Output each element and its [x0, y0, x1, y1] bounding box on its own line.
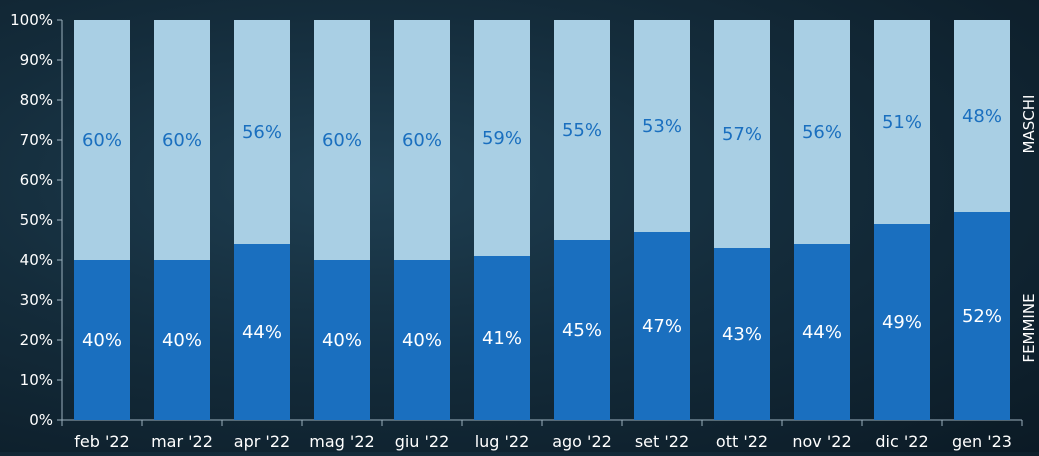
bar-femmine: [154, 260, 210, 420]
x-tick-label: ago '22: [552, 432, 612, 451]
data-label-femmine: 49%: [882, 312, 922, 333]
data-label-maschi: 56%: [242, 122, 282, 143]
data-labels: 40% 60% 40% 60% 44% 56% 40% 60% 40% 60% 41% 59% 45% 5…: [82, 106, 1002, 351]
bar-maschi: [954, 20, 1010, 212]
x-tick-label: giu '22: [395, 432, 450, 451]
data-label-maschi: 60%: [322, 130, 362, 151]
x-tick-label: mar '22: [151, 432, 213, 451]
bar-femmine: [714, 248, 770, 420]
bar-femmine: [394, 260, 450, 420]
bar-maschi: [394, 20, 450, 260]
x-tick-label: mag '22: [309, 432, 374, 451]
data-label-femmine: 45%: [562, 320, 602, 341]
bar-femmine: [474, 256, 530, 420]
bar-maschi: [154, 20, 210, 260]
y-tick-label: 20%: [20, 331, 53, 349]
data-label-femmine: 40%: [82, 330, 122, 351]
data-label-femmine: 47%: [642, 316, 682, 337]
data-label-maschi: 51%: [882, 112, 922, 133]
x-tick-label: set '22: [635, 432, 689, 451]
data-label-maschi: 57%: [722, 124, 762, 145]
bar-maschi: [234, 20, 290, 244]
y-tick-label: 10%: [20, 371, 53, 389]
bar-femmine: [74, 260, 130, 420]
y-tick-label: 90%: [20, 51, 53, 69]
y-tick-label: 30%: [20, 291, 53, 309]
bar-maschi: [714, 20, 770, 248]
x-tick-label: gen '23: [952, 432, 1012, 451]
x-tick-label: ott '22: [716, 432, 768, 451]
y-tick-label: 60%: [20, 171, 53, 189]
data-label-maschi: 60%: [82, 130, 122, 151]
data-label-femmine: 52%: [962, 306, 1002, 327]
bar-femmine: [314, 260, 370, 420]
x-tick-label: feb '22: [74, 432, 129, 451]
x-tick-label: nov '22: [792, 432, 851, 451]
data-label-maschi: 55%: [562, 120, 602, 141]
bar-femmine: [874, 224, 930, 420]
x-tick-label: dic '22: [875, 432, 928, 451]
legend-femmine: FEMMINE: [1020, 293, 1038, 362]
y-tick-label: 40%: [20, 251, 53, 269]
data-label-maschi: 59%: [482, 128, 522, 149]
data-label-femmine: 40%: [322, 330, 362, 351]
bar-maschi: [474, 20, 530, 256]
bar-femmine: [234, 244, 290, 420]
y-tick-label: 80%: [20, 91, 53, 109]
bar-maschi: [314, 20, 370, 260]
y-tick-label: 70%: [20, 131, 53, 149]
data-label-maschi: 56%: [802, 122, 842, 143]
data-label-maschi: 60%: [162, 130, 202, 151]
data-label-femmine: 44%: [242, 322, 282, 343]
bar-maschi: [874, 20, 930, 224]
data-label-femmine: 40%: [162, 330, 202, 351]
data-label-femmine: 44%: [802, 322, 842, 343]
bar-maschi: [794, 20, 850, 244]
y-tick-label: 100%: [10, 11, 53, 29]
x-tick-label: lug '22: [475, 432, 530, 451]
data-label-femmine: 43%: [722, 324, 762, 345]
data-label-maschi: 48%: [962, 106, 1002, 127]
data-label-femmine: 40%: [402, 330, 442, 351]
data-label-femmine: 41%: [482, 328, 522, 349]
bars: [74, 20, 1010, 420]
y-tick-label: 0%: [29, 411, 53, 429]
bar-femmine: [794, 244, 850, 420]
legend-maschi: MASCHI: [1020, 95, 1038, 154]
x-axis: feb '22 mar '22 apr '22 mag '22 giu '22 lug '…: [61, 419, 1023, 451]
bar-maschi: [554, 20, 610, 240]
data-label-maschi: 53%: [642, 116, 682, 137]
legend: MASCHI FEMMINE: [1020, 95, 1038, 363]
y-axis: 0% 10% 20% 30% 40% 50% 60% 70% 80% 90% 100%: [10, 11, 63, 429]
y-tick-label: 50%: [20, 211, 53, 229]
bar-femmine: [554, 240, 610, 420]
bar-maschi: [74, 20, 130, 260]
bar-maschi: [634, 20, 690, 232]
data-label-maschi: 60%: [402, 130, 442, 151]
x-tick-label: apr '22: [234, 432, 290, 451]
bar-femmine: [954, 212, 1010, 420]
bar-femmine: [634, 232, 690, 420]
